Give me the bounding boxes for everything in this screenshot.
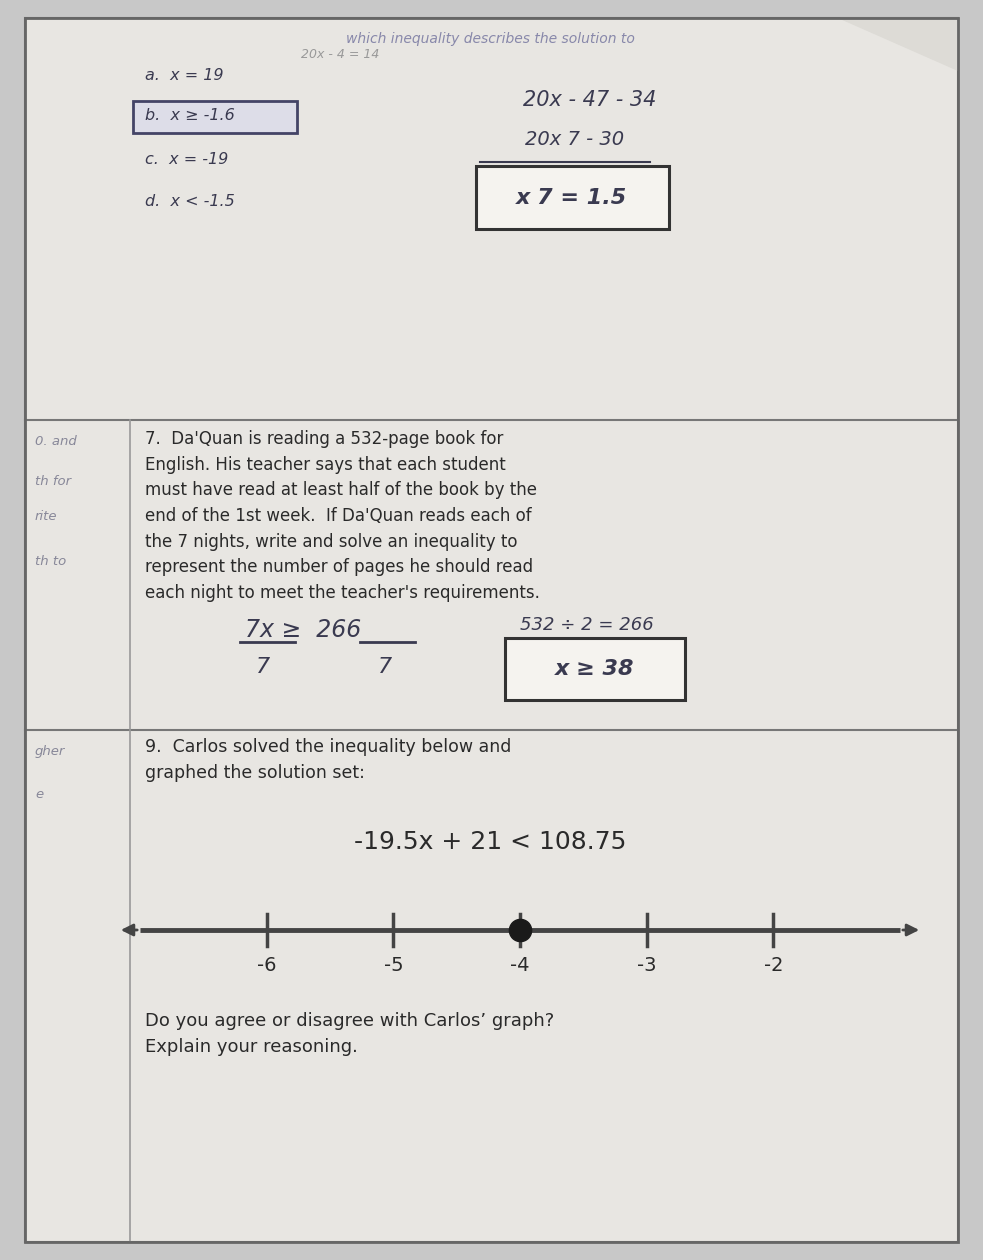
Text: a.  x = 19: a. x = 19 [145, 68, 223, 82]
Text: e: e [35, 788, 43, 801]
Text: -3: -3 [637, 956, 657, 975]
Text: -19.5x + 21 < 108.75: -19.5x + 21 < 108.75 [354, 830, 626, 854]
Text: gher: gher [35, 745, 66, 759]
Text: x 7 = 1.5: x 7 = 1.5 [516, 188, 627, 208]
Text: 20             20: 20 20 [499, 165, 610, 183]
Polygon shape [840, 18, 958, 71]
Text: 20x - 4 = 14: 20x - 4 = 14 [301, 48, 379, 60]
Text: 0. and: 0. and [35, 435, 77, 449]
Text: c.  x = -19: c. x = -19 [145, 152, 228, 168]
Text: 7x ≥  266: 7x ≥ 266 [245, 617, 361, 643]
Text: b.  x ≥ -1.6: b. x ≥ -1.6 [145, 107, 235, 122]
Text: -2: -2 [764, 956, 783, 975]
FancyBboxPatch shape [25, 18, 958, 1242]
Text: 7: 7 [377, 656, 392, 677]
Text: -6: -6 [257, 956, 276, 975]
FancyBboxPatch shape [505, 638, 685, 701]
Text: d.  x < -1.5: d. x < -1.5 [145, 194, 235, 209]
Text: rite: rite [35, 510, 57, 523]
Text: th for: th for [35, 475, 71, 488]
Text: which inequality describes the solution to: which inequality describes the solution … [346, 32, 634, 47]
Text: 7: 7 [256, 656, 270, 677]
Text: -5: -5 [383, 956, 403, 975]
FancyBboxPatch shape [133, 101, 297, 134]
Text: th to: th to [35, 554, 66, 568]
Text: 532 ÷ 2 = 266: 532 ÷ 2 = 266 [520, 616, 654, 634]
FancyBboxPatch shape [476, 166, 669, 229]
Text: -4: -4 [510, 956, 530, 975]
Text: 9.  Carlos solved the inequality below and
graphed the solution set:: 9. Carlos solved the inequality below an… [145, 738, 511, 781]
Text: x ≥ 38: x ≥ 38 [555, 659, 635, 679]
Text: 20x 7 - 30: 20x 7 - 30 [526, 130, 624, 149]
Text: 20x - 47 - 34: 20x - 47 - 34 [523, 89, 657, 110]
Text: Do you agree or disagree with Carlos’ graph?
Explain your reasoning.: Do you agree or disagree with Carlos’ gr… [145, 1012, 554, 1056]
Text: 7.  Da'Quan is reading a 532-page book for
English. His teacher says that each s: 7. Da'Quan is reading a 532-page book fo… [145, 430, 540, 602]
